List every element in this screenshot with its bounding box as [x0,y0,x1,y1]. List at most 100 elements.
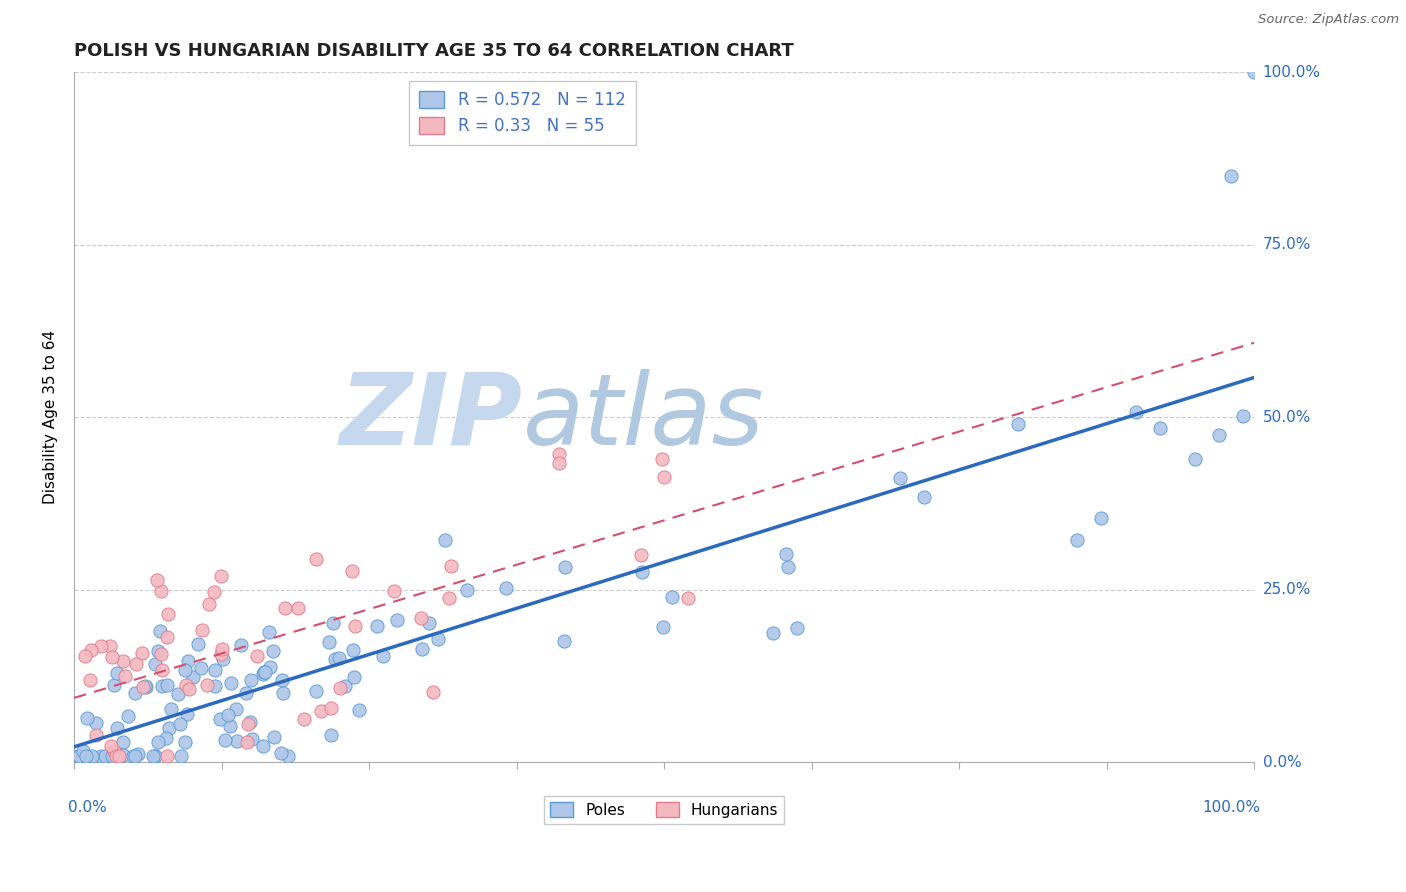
Point [775,547,797,561]
Point [277,748,299,763]
Point [209,713,232,727]
Point [548,456,571,470]
Point [75,748,97,763]
Point [661,591,683,605]
Point [145,574,167,588]
Point [181,670,204,684]
Point [176,653,198,667]
Point [214,732,236,747]
Point [112,735,135,749]
Point [652,470,675,484]
Point [225,702,247,716]
Point [179,682,201,697]
Point [84,728,107,742]
Point [190,660,212,674]
Point [274,600,297,615]
Point [385,614,408,628]
Point [103,678,125,692]
Point [437,591,460,605]
Point [554,560,576,574]
Point [676,591,699,606]
Point [786,621,808,635]
Point [90,748,112,763]
Point [142,748,165,763]
Point [889,471,911,485]
Point [111,654,134,668]
Point [150,679,173,693]
Point [127,747,149,761]
Point [235,686,257,700]
Point [145,748,167,763]
Point [344,619,367,633]
Point [211,641,233,656]
Point [198,597,221,611]
Point [157,607,180,621]
Point [366,619,388,633]
Point [218,718,240,732]
Point [169,717,191,731]
Point [1243,65,1265,79]
Point [912,490,935,504]
Point [252,739,274,753]
Point [202,585,225,599]
Point [131,646,153,660]
Point [157,721,180,735]
Point [322,615,344,630]
Point [651,452,673,467]
Point [292,712,315,726]
Point [90,640,112,654]
Point [219,676,242,690]
Point [1066,533,1088,547]
Point [101,748,124,763]
Point [342,564,364,578]
Point [84,716,107,731]
Point [263,730,285,744]
Point [1219,169,1241,183]
Point [204,664,226,678]
Point [1184,451,1206,466]
Point [318,634,340,648]
Point [143,657,166,672]
Point [262,644,284,658]
Point [98,639,121,653]
Point [1208,428,1230,442]
Point [135,680,157,694]
Point [156,748,179,763]
Point [72,744,94,758]
Point [246,649,269,664]
Text: 75.0%: 75.0% [1263,237,1310,252]
Point [209,647,232,661]
Point [105,746,128,760]
Text: POLISH VS HUNGARIAN DISABILITY AGE 35 TO 64 CORRELATION CHART: POLISH VS HUNGARIAN DISABILITY AGE 35 TO… [75,42,794,60]
Point [150,663,173,677]
Point [150,583,173,598]
Point [117,708,139,723]
Point [240,673,263,687]
Point [321,700,343,714]
Point [150,647,173,661]
Point [145,748,167,763]
Point [66,748,89,763]
Legend: Poles, Hungarians: Poles, Hungarians [544,796,785,824]
Point [778,559,800,574]
Point [270,746,292,760]
Point [333,679,356,693]
Point [1125,405,1147,419]
Point [132,680,155,694]
Point [67,748,90,763]
Point [257,625,280,640]
Point [160,702,183,716]
Point [495,582,517,596]
Point [254,665,277,679]
Point [270,673,292,688]
Point [100,650,122,665]
Point [170,748,193,763]
Point [122,748,145,763]
Point [259,660,281,674]
Point [94,748,117,763]
Point [156,678,179,692]
Point [149,624,172,638]
Point [1090,511,1112,525]
Point [309,704,332,718]
Point [411,611,433,625]
